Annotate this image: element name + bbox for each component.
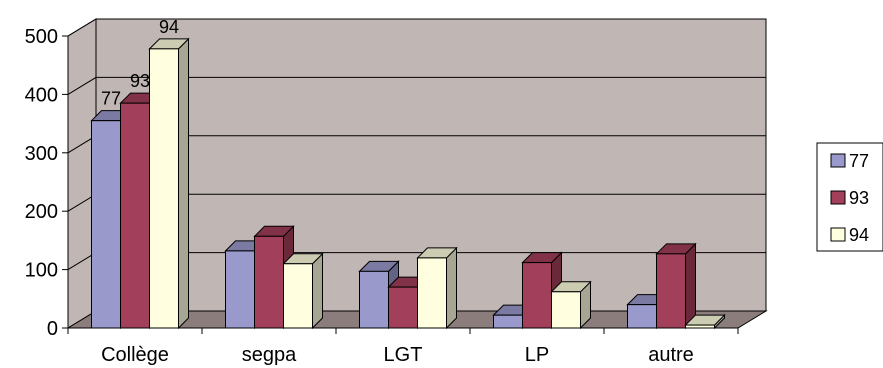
bar-front (359, 270, 389, 329)
bar-front (493, 314, 523, 329)
legend-label-77: 77 (849, 151, 869, 171)
bar-side (312, 252, 323, 330)
axes: 0 100 200 300 400 500 (25, 26, 739, 340)
bar-front (120, 102, 150, 329)
bar-94-4 (684, 313, 726, 330)
bar-side (446, 246, 457, 330)
bar-side (685, 242, 696, 330)
bar-93-4 (655, 242, 697, 330)
y-tick-label: 400 (25, 84, 58, 106)
legend-swatch-93 (830, 190, 846, 205)
data-label: 94 (159, 17, 179, 37)
bar-front (522, 262, 552, 329)
bar-front (551, 291, 581, 329)
y-tick-label: 0 (47, 318, 58, 340)
legend-swatch-94 (830, 227, 846, 242)
y-tick-label: 100 (25, 260, 58, 282)
bar-front (254, 235, 284, 329)
legend-label-94: 94 (849, 225, 869, 245)
legend-item-77: 77 (830, 151, 869, 171)
bar-front (225, 250, 255, 329)
bars (90, 37, 726, 330)
y-tick-label: 300 (25, 143, 58, 165)
gridline (67, 76, 766, 95)
legend-swatch-77 (830, 153, 846, 168)
bar-front (627, 304, 657, 329)
legend-item-93: 93 (830, 188, 869, 208)
data-label: 77 (101, 89, 121, 109)
x-tick-label: LP (525, 344, 549, 366)
x-tick-label: LGT (384, 344, 423, 366)
bar-94-1 (282, 252, 324, 330)
legend-label-93: 93 (849, 188, 869, 208)
bar-94-0 (148, 37, 190, 330)
bar-front (283, 263, 313, 329)
y-tick-label: 200 (25, 201, 58, 223)
bar-front (91, 120, 121, 329)
bar-front (149, 48, 179, 329)
bar-front (388, 286, 418, 329)
data-label: 93 (130, 71, 150, 91)
y-tick-label: 500 (25, 26, 58, 48)
bar-94-3 (550, 280, 592, 330)
legend-box (816, 142, 883, 252)
legend: 77 93 94 (816, 142, 883, 252)
bar-front (417, 257, 447, 329)
x-tick-label: autre (648, 344, 694, 366)
gridline (67, 18, 766, 37)
legend-item-94: 94 (830, 225, 869, 245)
bar-side (178, 37, 189, 330)
bar-front (685, 324, 715, 329)
x-tick-label: Collège (101, 344, 169, 366)
x-tick-label: segpa (242, 344, 297, 366)
bar-front (656, 253, 686, 329)
labels: Collège segpa LGT LP autre 77 93 94 (101, 17, 694, 366)
bar-94-2 (416, 246, 458, 330)
